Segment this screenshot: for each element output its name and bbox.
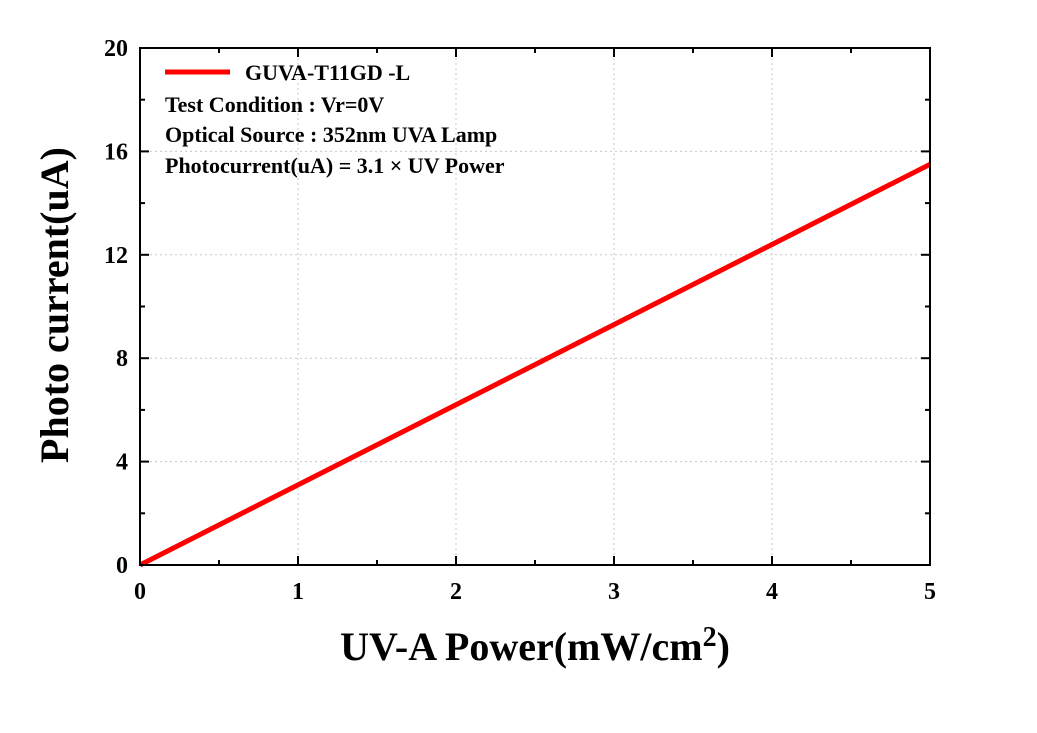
y-tick-label: 16 xyxy=(104,139,128,165)
x-tick-label: 4 xyxy=(766,579,778,605)
x-axis-title: UV-A Power(mW/cm2) xyxy=(340,622,730,669)
y-tick-label: 20 xyxy=(104,36,128,62)
legend-label: GUVA-T11GD -L xyxy=(245,60,410,85)
annotation-optical-source: Optical Source : 352nm UVA Lamp xyxy=(165,122,497,147)
x-tick-label: 2 xyxy=(450,579,462,605)
x-tick-label: 1 xyxy=(292,579,304,605)
y-tick-label: 12 xyxy=(104,243,128,269)
annotations: Test Condition : Vr=0V Optical Source : … xyxy=(165,92,505,178)
ticks xyxy=(139,47,931,566)
x-tick-label: 0 xyxy=(134,579,146,605)
x-axis-title-main: UV-A Power(mW/cm xyxy=(340,624,702,669)
x-axis-title-suffix: ) xyxy=(717,624,730,669)
legend: GUVA-T11GD -L xyxy=(165,60,410,85)
y-tick-label: 4 xyxy=(116,450,128,476)
series-line xyxy=(138,162,932,568)
x-tick-label: 5 xyxy=(924,579,936,605)
grid xyxy=(140,48,930,565)
y-tick-label: 8 xyxy=(116,346,128,372)
annotation-test-condition: Test Condition : Vr=0V xyxy=(165,92,384,117)
y-tick-label: 0 xyxy=(116,553,128,579)
y-axis-title: Photo current(uA) xyxy=(32,147,77,463)
annotation-formula: Photocurrent(uA) = 3.1 × UV Power xyxy=(165,153,505,178)
x-axis-title-superscript: 2 xyxy=(703,622,717,653)
series-layer xyxy=(138,162,932,568)
x-tick-label: 3 xyxy=(608,579,620,605)
